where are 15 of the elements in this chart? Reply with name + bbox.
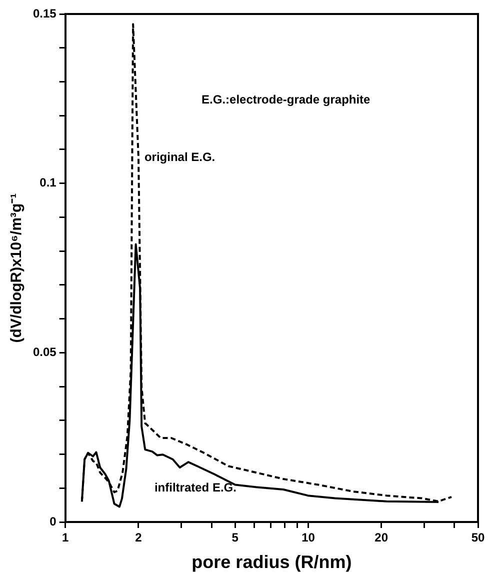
- y-tick-label: 0.1: [40, 176, 57, 190]
- series-label: original E.G.: [144, 150, 216, 164]
- annotation: E.G.:electrode-grade graphite: [202, 92, 371, 107]
- series-label: infiltrated E.G.: [154, 480, 236, 495]
- x-tick-label: 20: [374, 530, 388, 545]
- x-tick-label: 10: [302, 530, 316, 545]
- x-tick-label: 50: [471, 530, 485, 545]
- y-tick-label: 0.05: [32, 344, 57, 359]
- x-axis-title: pore radius (R/nm): [192, 552, 352, 572]
- y-tick-label: 0.15: [32, 6, 57, 20]
- x-tick-label: 1: [62, 530, 70, 545]
- x-tick-label: 2: [135, 530, 142, 545]
- x-tick-label: 5: [232, 530, 239, 545]
- y-tick-label: 0: [50, 514, 57, 528]
- y-axis-title: (dV/dlogR)x10⁶/m³g⁻¹: [8, 193, 26, 343]
